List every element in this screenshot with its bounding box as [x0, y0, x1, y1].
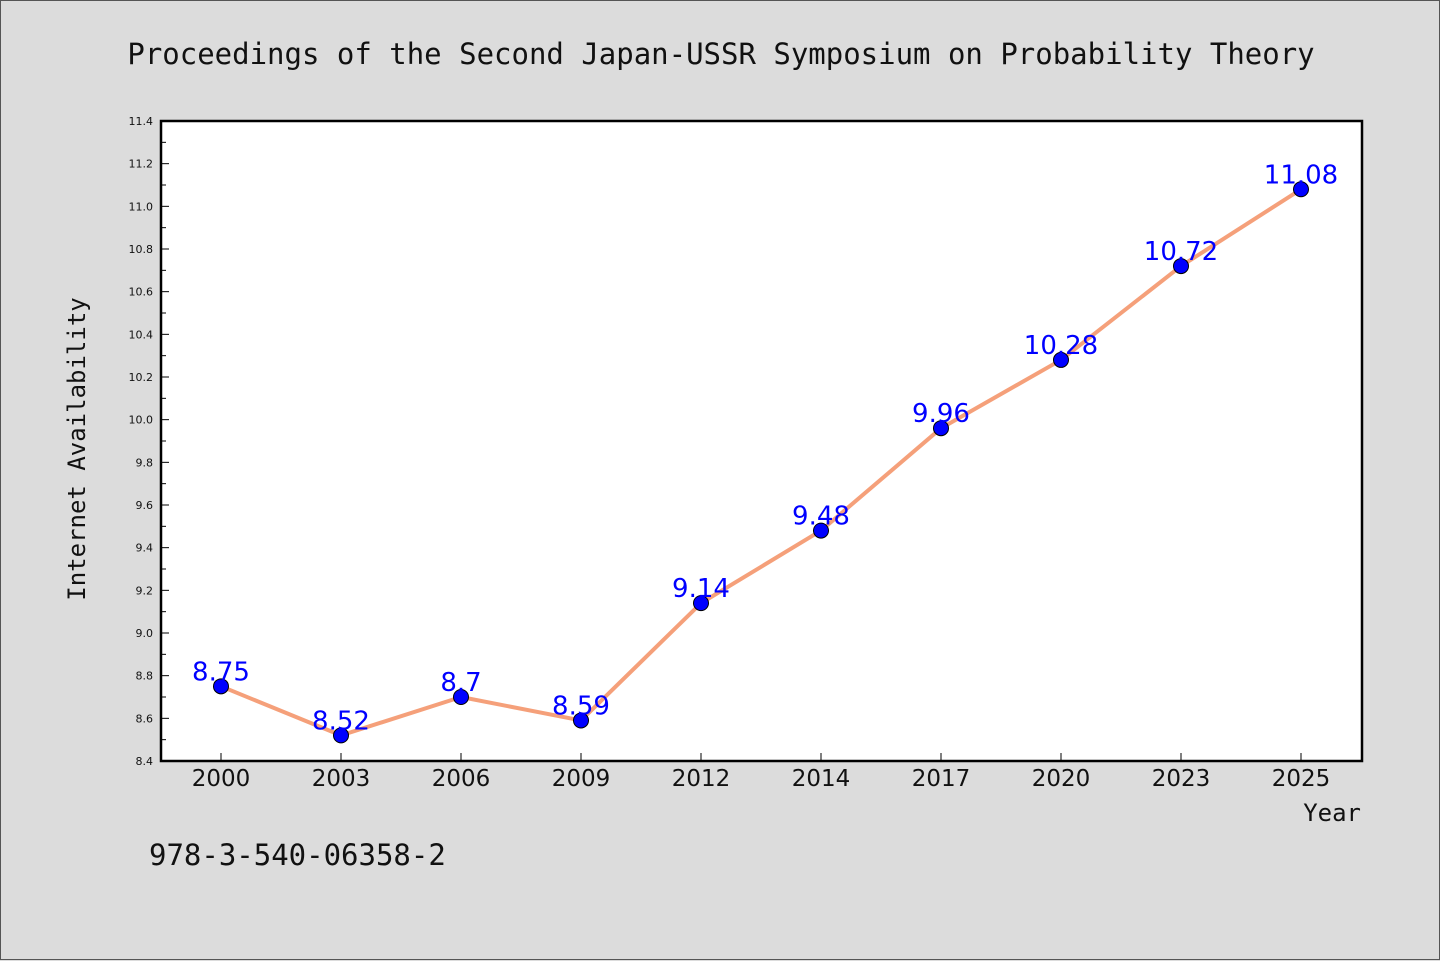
y-tick-label: 8.8	[136, 670, 154, 683]
y-tick-label: 10.2	[129, 371, 154, 384]
x-tick-label: 2009	[552, 766, 611, 792]
x-tick-label: 2017	[912, 766, 971, 792]
x-tick-label: 2000	[192, 766, 251, 792]
y-tick-label: 11.2	[129, 158, 154, 171]
chart-title: Proceedings of the Second Japan-USSR Sym…	[127, 37, 1314, 71]
isbn-text: 978-3-540-06358-2	[149, 838, 446, 872]
data-label: 8.52	[312, 706, 370, 736]
y-tick-label: 11.4	[129, 115, 154, 128]
data-label: 9.48	[792, 502, 850, 532]
data-point	[573, 712, 589, 729]
x-tick-label: 2014	[792, 766, 851, 792]
series-internet-availability	[213, 181, 1309, 744]
data-label: 8.7	[440, 668, 481, 698]
x-tick-label: 2006	[432, 766, 491, 792]
data-label: 10.28	[1024, 331, 1098, 361]
y-tick-label: 10.0	[129, 414, 154, 427]
y-tick-label: 11.0	[129, 200, 154, 213]
y-tick-label: 9.6	[136, 499, 154, 512]
y-tick-label: 8.6	[136, 712, 154, 725]
y-tick-label: 9.0	[136, 627, 154, 640]
y-tick-label: 8.4	[136, 755, 154, 768]
y-tick-label: 10.4	[129, 328, 154, 341]
y-tick-label: 10.6	[129, 286, 154, 299]
data-point	[213, 678, 229, 695]
plot-area	[159, 119, 1364, 763]
x-tick-label: 2020	[1032, 766, 1091, 792]
data-label: 9.96	[912, 399, 970, 429]
y-axis-label: Internet Availability	[63, 297, 91, 600]
data-label: 11.08	[1264, 160, 1338, 190]
data-point	[453, 689, 469, 705]
data-point	[813, 522, 829, 539]
series-line	[220, 187, 1303, 738]
data-label: 8.59	[552, 691, 610, 721]
data-label: 9.14	[672, 574, 730, 604]
y-tick-label: 9.8	[136, 456, 154, 469]
data-label: 8.75	[192, 657, 250, 687]
x-tick-label: 2003	[312, 766, 371, 792]
data-point	[1293, 181, 1309, 198]
y-tick-label: 10.8	[129, 243, 154, 256]
data-point	[933, 420, 949, 437]
x-axis: 2000 2003 2006 2009 2012 2014 2017 2020 2023 2025	[192, 753, 1331, 792]
x-tick-label: 2012	[672, 766, 731, 792]
y-tick-label: 9.4	[136, 542, 154, 555]
y-axis: 8.4 8.6 8.8 9.0 9.2 9.4 9.6 9.8 10.0 10.2 10.4 10.6…	[129, 115, 169, 768]
data-point	[693, 595, 709, 612]
y-tick-label: 9.2	[136, 584, 154, 597]
data-point	[1053, 351, 1069, 368]
data-labels: 8.75 8.52 8.7 8.59 9.14 9.48 9.96 10.28 10.72 11.…	[192, 160, 1338, 736]
x-tick-label: 2025	[1272, 766, 1331, 792]
data-point	[333, 727, 349, 744]
data-label: 10.72	[1144, 237, 1218, 267]
x-axis-label: Year	[1303, 799, 1361, 827]
x-tick-label: 2023	[1152, 766, 1211, 792]
data-point	[1173, 258, 1189, 275]
